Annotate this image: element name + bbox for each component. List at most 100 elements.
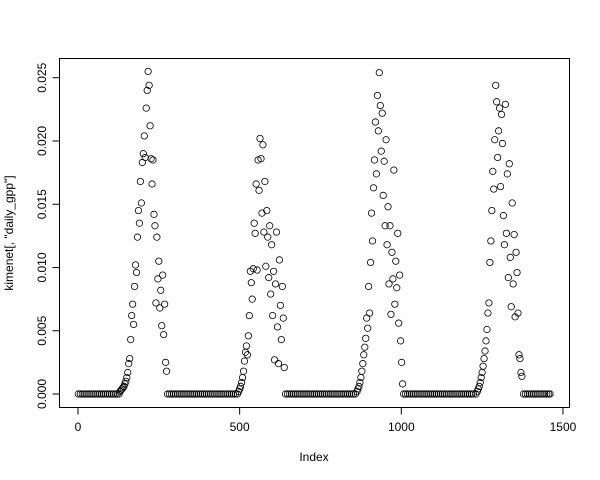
- data-point: [332, 390, 340, 398]
- data-point: [537, 390, 545, 398]
- data-point: [255, 186, 263, 194]
- data-point: [364, 324, 372, 332]
- x-tick-label: 1000: [388, 420, 415, 434]
- data-point: [495, 127, 503, 135]
- data-point: [129, 300, 137, 308]
- data-point: [293, 390, 301, 398]
- data-point: [204, 390, 212, 398]
- data-point: [434, 390, 443, 398]
- data-point: [171, 390, 179, 398]
- data-point: [189, 390, 197, 398]
- data-point: [144, 67, 152, 76]
- data-point: [122, 377, 130, 385]
- data-point: [374, 127, 382, 135]
- data-point: [519, 390, 528, 398]
- data-point: [103, 390, 112, 398]
- y-axis: 0.000 0.005 0.010 0.015 0.020 0.025: [35, 62, 60, 409]
- data-point: [514, 309, 522, 317]
- x-tick-label: 500: [230, 420, 250, 434]
- data-point: [405, 390, 413, 398]
- data-point: [281, 390, 290, 398]
- data-point: [444, 390, 452, 398]
- data-point: [239, 367, 248, 375]
- data-point: [490, 185, 498, 193]
- data-point: [88, 390, 96, 398]
- data-point: [252, 180, 260, 188]
- data-point: [220, 390, 228, 398]
- data-point: [183, 390, 191, 398]
- data-point: [477, 373, 485, 382]
- data-point: [80, 390, 88, 398]
- data-point: [387, 310, 395, 318]
- data-point: [495, 104, 504, 112]
- y-tick-label: 0.025: [35, 62, 49, 92]
- data-point: [546, 390, 554, 398]
- data-point: [456, 390, 464, 398]
- data-point: [268, 241, 276, 249]
- data-point: [261, 177, 269, 186]
- data-point: [159, 271, 167, 279]
- data-point: [539, 390, 547, 398]
- data-point: [320, 390, 328, 398]
- data-point: [409, 390, 417, 398]
- data-point: [198, 390, 207, 398]
- data-point: [395, 319, 403, 327]
- data-point: [398, 358, 406, 366]
- data-point: [248, 295, 256, 303]
- data-point: [452, 390, 460, 398]
- data-point: [480, 354, 488, 363]
- data-point: [101, 390, 110, 398]
- data-point: [543, 390, 551, 398]
- data-point: [243, 351, 252, 359]
- data-point: [432, 390, 441, 398]
- data-point: [216, 390, 224, 398]
- data-point: [498, 139, 507, 148]
- y-tick-label: 0.010: [35, 252, 49, 282]
- data-point: [291, 390, 299, 398]
- data-point: [503, 170, 511, 178]
- data-point: [244, 332, 252, 340]
- data-point: [269, 311, 277, 320]
- data-point: [173, 390, 181, 398]
- x-axis: 0 500 1000 1500: [75, 407, 577, 434]
- data-point: [175, 390, 183, 398]
- data-point: [448, 390, 456, 398]
- data-point: [314, 390, 323, 398]
- data-point: [425, 390, 433, 398]
- data-point: [273, 323, 282, 331]
- data-point: [163, 390, 172, 398]
- data-point: [149, 156, 157, 164]
- data-point: [262, 262, 270, 270]
- data-point: [303, 390, 311, 398]
- y-tick-label: 0.020: [35, 126, 49, 156]
- data-point: [533, 390, 541, 398]
- data-point: [386, 222, 394, 230]
- data-point: [247, 279, 255, 287]
- data-point: [99, 390, 108, 398]
- data-point: [390, 166, 398, 174]
- points-layer: [74, 67, 554, 398]
- data-point: [251, 229, 259, 237]
- data-point: [267, 290, 275, 298]
- data-point: [156, 304, 164, 312]
- data-point: [397, 337, 405, 345]
- data-point: [423, 390, 431, 398]
- data-point: [501, 100, 510, 108]
- data-point: [124, 368, 132, 377]
- data-point: [462, 390, 470, 398]
- data-point: [362, 334, 370, 342]
- data-point: [161, 300, 169, 308]
- data-point: [489, 167, 497, 175]
- data-point: [328, 390, 336, 398]
- data-point: [137, 199, 145, 207]
- data-point: [500, 241, 509, 249]
- data-point: [484, 309, 492, 317]
- data-point: [154, 275, 162, 283]
- data-point: [301, 390, 309, 398]
- data-point: [130, 320, 138, 329]
- x-axis-label: Index: [299, 450, 328, 464]
- data-point: [283, 390, 292, 398]
- data-point: [316, 390, 325, 398]
- data-point: [376, 101, 384, 110]
